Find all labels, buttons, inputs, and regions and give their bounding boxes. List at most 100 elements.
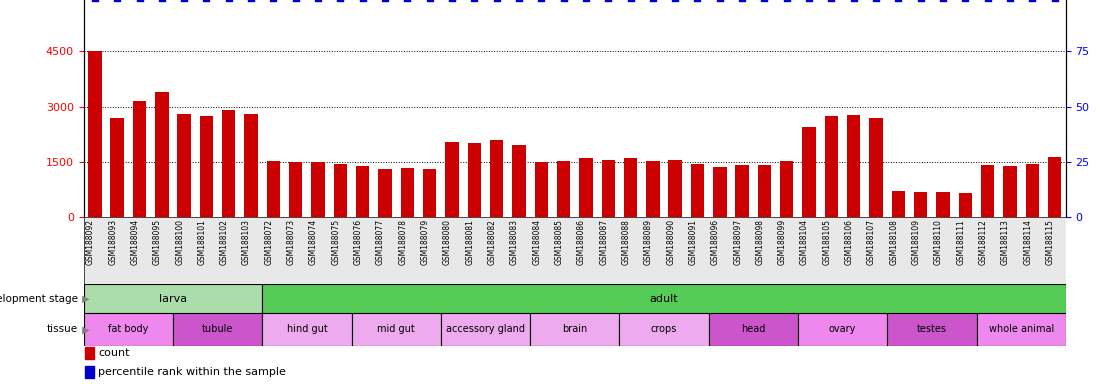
Text: GSM188095: GSM188095 [153, 219, 162, 265]
Point [108, 0, 126, 2]
Point [1001, 0, 1019, 2]
Point [689, 0, 706, 2]
Text: larva: larva [158, 293, 187, 304]
Point [555, 0, 573, 2]
Bar [85, 366, 94, 379]
Text: GSM188100: GSM188100 [175, 219, 184, 265]
Text: ▶: ▶ [79, 324, 90, 334]
Text: GSM188084: GSM188084 [532, 219, 541, 265]
Point [1046, 0, 1064, 2]
Point [934, 0, 952, 2]
Point [956, 0, 974, 2]
Text: GSM188072: GSM188072 [264, 219, 273, 265]
Text: GSM188076: GSM188076 [354, 219, 363, 265]
Text: GSM188079: GSM188079 [421, 219, 430, 265]
Text: GSM188082: GSM188082 [488, 219, 497, 265]
Point [979, 0, 997, 2]
Point [86, 0, 104, 2]
Bar [356, 166, 369, 217]
Bar [624, 158, 637, 217]
Point [376, 0, 394, 2]
Point [644, 0, 662, 2]
Point [131, 0, 148, 2]
Bar [84, 284, 262, 313]
Text: count: count [98, 348, 129, 358]
Text: tubule: tubule [202, 324, 233, 334]
Point [1023, 0, 1041, 2]
Bar [530, 313, 619, 346]
Bar [713, 167, 727, 217]
Bar [334, 164, 347, 217]
Text: GSM188087: GSM188087 [599, 219, 608, 265]
Text: GSM188081: GSM188081 [465, 219, 474, 265]
Bar [352, 313, 441, 346]
Bar [691, 164, 704, 217]
Point [465, 0, 483, 2]
Bar [173, 313, 262, 346]
Text: ▶: ▶ [79, 293, 90, 304]
Text: GSM188098: GSM188098 [756, 219, 764, 265]
Bar [222, 110, 235, 217]
Bar [887, 313, 976, 346]
Bar [262, 313, 352, 346]
Text: GSM188097: GSM188097 [733, 219, 742, 265]
Text: GSM188110: GSM188110 [934, 219, 943, 265]
Point [778, 0, 796, 2]
Text: fat body: fat body [108, 324, 148, 334]
Bar [780, 161, 793, 217]
Point [599, 0, 617, 2]
Point [443, 0, 461, 2]
Point [242, 0, 260, 2]
Bar [441, 313, 530, 346]
Bar [1048, 157, 1061, 217]
Point [331, 0, 349, 2]
Point [912, 0, 930, 2]
Bar [110, 118, 124, 217]
Text: hind gut: hind gut [287, 324, 327, 334]
Bar [758, 166, 771, 217]
Bar [155, 92, 169, 217]
Text: testes: testes [917, 324, 946, 334]
Bar [646, 161, 660, 217]
Point [666, 0, 684, 2]
Bar [847, 115, 860, 217]
Point [889, 0, 907, 2]
Text: GSM188085: GSM188085 [555, 219, 564, 265]
Bar [88, 51, 102, 217]
Bar [445, 142, 459, 217]
Point [756, 0, 773, 2]
Text: GSM188083: GSM188083 [510, 219, 519, 265]
Bar [735, 165, 749, 217]
Bar [579, 159, 593, 217]
Point [577, 0, 595, 2]
Text: crops: crops [651, 324, 677, 334]
Bar [423, 169, 436, 217]
Text: accessory gland: accessory gland [446, 324, 525, 334]
Text: GSM188105: GSM188105 [822, 219, 831, 265]
Bar [85, 347, 94, 359]
Text: GSM188102: GSM188102 [220, 219, 229, 265]
Point [354, 0, 372, 2]
Point [198, 0, 215, 2]
Point [800, 0, 818, 2]
Point [220, 0, 238, 2]
Text: GSM188091: GSM188091 [689, 219, 698, 265]
Text: GSM188078: GSM188078 [398, 219, 407, 265]
Point [845, 0, 863, 2]
Text: GSM188111: GSM188111 [956, 219, 965, 265]
Bar [936, 192, 950, 217]
Bar [401, 168, 414, 217]
Bar [289, 162, 302, 217]
Text: development stage: development stage [0, 293, 78, 304]
Bar [490, 140, 503, 217]
Text: whole animal: whole animal [989, 324, 1054, 334]
Bar [133, 101, 146, 217]
Bar [798, 313, 887, 346]
Text: brain: brain [562, 324, 587, 334]
Text: GSM188090: GSM188090 [666, 219, 675, 265]
Point [287, 0, 305, 2]
Text: GSM188101: GSM188101 [198, 219, 206, 265]
Text: mid gut: mid gut [377, 324, 415, 334]
Bar [959, 193, 972, 217]
Bar [892, 191, 905, 217]
